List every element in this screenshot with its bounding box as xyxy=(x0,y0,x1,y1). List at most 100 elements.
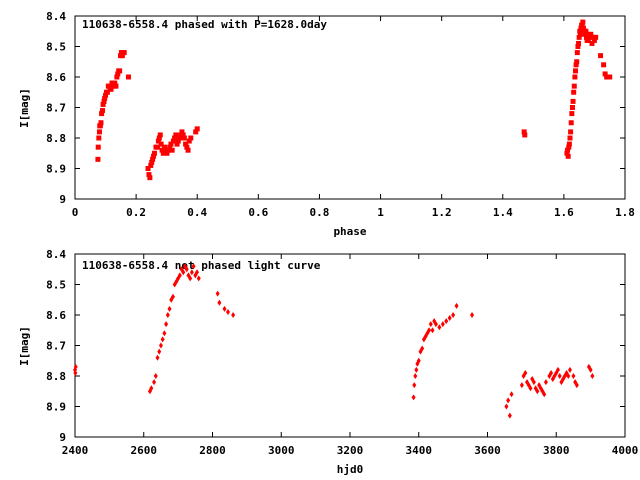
data-point xyxy=(568,120,574,126)
data-point xyxy=(165,312,170,318)
data-point xyxy=(566,144,572,150)
data-point xyxy=(165,147,171,153)
data-point xyxy=(158,342,163,349)
data-point xyxy=(569,105,575,110)
data-point xyxy=(570,98,576,104)
data-point xyxy=(580,25,586,31)
data-point xyxy=(155,144,160,150)
data-point xyxy=(96,129,102,135)
y-tick-group: 8.4 8.5 8.6 8.7 8.8 8.9 9 xyxy=(46,248,625,444)
data-point xyxy=(170,138,176,144)
data-point xyxy=(147,175,153,181)
phased-light-curve-panel: 110638-6558.4 phased with P=1628.0day ph… xyxy=(18,10,635,238)
data-point xyxy=(566,373,571,379)
x-tick-label: 1.6 xyxy=(554,206,574,219)
data-point xyxy=(430,327,435,334)
data-point xyxy=(215,290,220,297)
data-point xyxy=(587,34,593,40)
data-point xyxy=(101,98,107,104)
x-tick-label: 1 xyxy=(377,206,384,219)
data-point xyxy=(98,120,104,126)
data-point xyxy=(96,135,102,141)
data-point xyxy=(112,80,118,86)
x-tick-label: 1.8 xyxy=(615,206,635,219)
data-point xyxy=(164,150,170,156)
data-point xyxy=(447,315,452,322)
data-point xyxy=(579,22,585,28)
data-point xyxy=(195,269,200,276)
data-point xyxy=(108,86,114,92)
data-point xyxy=(568,129,574,135)
data-point xyxy=(576,34,582,40)
y-tick-label: 8.4 xyxy=(46,10,66,23)
data-point xyxy=(95,156,101,162)
chart-title: 110638-6558.4 not phased light curve xyxy=(82,259,321,272)
data-points xyxy=(95,19,613,181)
data-point xyxy=(188,135,194,141)
data-point xyxy=(231,312,236,318)
data-point xyxy=(577,28,583,34)
data-point xyxy=(225,308,230,315)
data-point xyxy=(177,135,182,141)
y-tick-label: 8.6 xyxy=(46,71,66,84)
data-point xyxy=(574,382,579,389)
chart-title: 110638-6558.4 phased with P=1628.0day xyxy=(82,18,327,31)
y-tick-group: 8.4 8.5 8.6 8.7 8.8 8.9 9 xyxy=(46,10,625,206)
data-point xyxy=(168,141,174,147)
y-tick-label: 8.4 xyxy=(46,248,66,261)
data-point xyxy=(568,366,572,373)
data-point xyxy=(186,138,192,144)
data-point xyxy=(411,394,416,401)
data-points xyxy=(73,263,595,419)
x-tick-label: 3800 xyxy=(543,444,570,457)
data-point xyxy=(151,150,157,156)
data-point xyxy=(451,312,456,318)
x-tick-label: 0 xyxy=(72,206,79,219)
data-point xyxy=(179,129,185,135)
data-point xyxy=(564,150,570,156)
data-point xyxy=(428,321,433,328)
x-tick-label: 3600 xyxy=(474,444,501,457)
data-point xyxy=(607,74,613,80)
data-point xyxy=(160,336,165,343)
data-point xyxy=(115,71,121,77)
data-point xyxy=(153,373,158,379)
data-point xyxy=(100,108,105,114)
data-point xyxy=(181,135,187,141)
y-tick-label: 8.5 xyxy=(46,279,66,292)
data-point xyxy=(181,269,186,276)
data-point xyxy=(470,312,475,318)
x-tick-group: 2400 2600 2800 3000 3200 3400 3600 3800 4000 xyxy=(62,254,638,457)
data-point xyxy=(149,159,155,165)
x-tick-label: 0.4 xyxy=(187,206,207,219)
data-point xyxy=(175,138,181,144)
data-point xyxy=(160,150,166,156)
data-point xyxy=(172,135,178,141)
x-tick-label: 2600 xyxy=(131,444,158,457)
data-point xyxy=(601,62,607,68)
data-point xyxy=(184,144,190,150)
data-point xyxy=(189,269,194,276)
data-point xyxy=(574,59,580,65)
y-tick-label: 9 xyxy=(59,431,66,444)
data-point xyxy=(506,397,511,404)
data-point xyxy=(164,321,169,328)
data-point xyxy=(588,31,594,37)
data-point xyxy=(504,403,509,410)
data-point xyxy=(102,95,108,101)
data-point xyxy=(414,366,419,373)
data-point xyxy=(593,34,599,40)
data-point xyxy=(444,318,449,325)
data-point xyxy=(162,144,168,150)
data-point xyxy=(150,156,156,162)
data-point xyxy=(522,132,528,138)
y-axis-label: I[mag] xyxy=(18,88,31,128)
data-point xyxy=(155,138,161,144)
data-point xyxy=(73,369,78,376)
data-point xyxy=(121,50,127,56)
data-point xyxy=(155,354,160,361)
y-tick-label: 8.7 xyxy=(46,102,66,115)
y-axis-label: I[mag] xyxy=(18,326,31,366)
x-tick-label: 3200 xyxy=(337,444,364,457)
data-point xyxy=(99,111,105,117)
